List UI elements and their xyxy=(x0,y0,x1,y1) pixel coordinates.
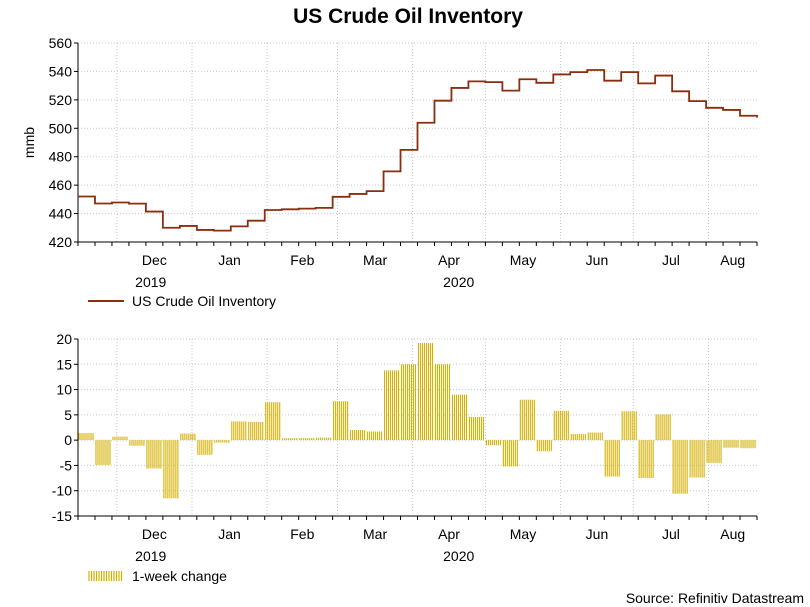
bar xyxy=(604,440,620,477)
legend-swatch-bars xyxy=(88,571,123,581)
bar xyxy=(723,440,739,448)
bar xyxy=(553,410,569,441)
bar xyxy=(333,401,349,441)
x-month-label: Aug xyxy=(720,252,745,268)
y-axis-label: mmb xyxy=(21,127,37,158)
bar xyxy=(265,402,281,441)
x-month-label: Jun xyxy=(586,252,609,268)
x-year-label: 2020 xyxy=(443,274,474,290)
x-month-label: Dec xyxy=(142,252,167,268)
y-tick-label: 480 xyxy=(49,149,73,165)
bar xyxy=(587,432,603,441)
x-year-label: 2019 xyxy=(135,548,166,564)
y-tick-label: 560 xyxy=(49,35,73,51)
legend-label: 1-week change xyxy=(132,568,227,584)
bar xyxy=(519,399,535,441)
x-month-label: Jul xyxy=(662,252,680,268)
x-month-label: Aug xyxy=(720,526,745,542)
bar xyxy=(621,411,637,441)
x-month-label: Apr xyxy=(438,252,460,268)
x-month-label: Jan xyxy=(218,526,241,542)
bar xyxy=(367,431,383,441)
bar xyxy=(570,434,586,441)
y-tick-label: 440 xyxy=(49,206,73,222)
y-tick-label: 420 xyxy=(49,234,73,250)
bar xyxy=(231,421,247,441)
inventory-line-chart: 420 440 460 480 500 520 540 560 Dec Jan Feb Mar Apr M… xyxy=(21,35,758,309)
x-month-label: Jun xyxy=(586,526,609,542)
bar xyxy=(282,438,298,441)
x-month-label: Jul xyxy=(662,526,680,542)
bar xyxy=(214,440,230,443)
bar xyxy=(536,440,552,452)
bar xyxy=(350,430,366,441)
y-tick-label: 5 xyxy=(64,407,72,423)
y-tick-label: 500 xyxy=(49,120,73,136)
bar xyxy=(400,364,417,441)
x-month-label: Feb xyxy=(290,526,314,542)
bar xyxy=(740,440,756,449)
bar xyxy=(95,440,111,465)
bar xyxy=(112,436,128,441)
bar xyxy=(689,440,705,478)
bar xyxy=(163,440,179,499)
bar xyxy=(485,440,501,446)
bar xyxy=(706,440,722,463)
x-year-label: 2019 xyxy=(135,274,166,290)
bar xyxy=(299,438,315,441)
x-month-label: Feb xyxy=(290,252,314,268)
y-tick-label: 540 xyxy=(49,63,73,79)
weekly-change-bar-chart: -15 -10 -5 0 5 10 15 20 Dec Jan Feb Mar Apr May Jun Jul… xyxy=(52,331,758,584)
bar xyxy=(451,394,468,441)
y-tick-label: 520 xyxy=(49,92,73,108)
series-line-inventory xyxy=(78,69,758,232)
bar xyxy=(248,421,264,441)
y-tick-label: 15 xyxy=(56,356,72,372)
bar xyxy=(146,440,162,469)
y-tick-label: -15 xyxy=(52,508,72,524)
bar xyxy=(638,440,654,479)
bar xyxy=(434,364,451,441)
y-tick-label: 460 xyxy=(49,177,73,193)
x-month-label: Dec xyxy=(142,526,167,542)
x-year-label: 2020 xyxy=(443,548,474,564)
y-tick-label: -5 xyxy=(60,457,73,473)
x-month-label: Jan xyxy=(218,252,241,268)
y-tick-label: 0 xyxy=(64,432,72,448)
bar xyxy=(78,433,94,441)
y-tick-label: 20 xyxy=(56,331,72,347)
bar xyxy=(180,433,196,441)
bar xyxy=(316,437,332,441)
chart-title: US Crude Oil Inventory xyxy=(293,5,523,28)
source-note: Source: Refinitiv Datastream xyxy=(626,590,804,606)
bar xyxy=(129,440,145,446)
y-tick-label: -10 xyxy=(52,483,72,499)
bar xyxy=(383,370,400,441)
bar xyxy=(417,343,434,441)
x-month-label: May xyxy=(510,252,536,268)
x-month-label: May xyxy=(510,526,536,542)
bar xyxy=(672,440,688,494)
x-month-label: Mar xyxy=(363,526,387,542)
bar xyxy=(468,416,484,441)
bar xyxy=(502,440,518,467)
y-tick-label: 10 xyxy=(56,382,72,398)
x-month-label: Mar xyxy=(363,252,387,268)
x-month-label: Apr xyxy=(438,526,460,542)
legend-label: US Crude Oil Inventory xyxy=(132,293,276,309)
bar xyxy=(655,414,671,441)
bar xyxy=(197,440,213,455)
